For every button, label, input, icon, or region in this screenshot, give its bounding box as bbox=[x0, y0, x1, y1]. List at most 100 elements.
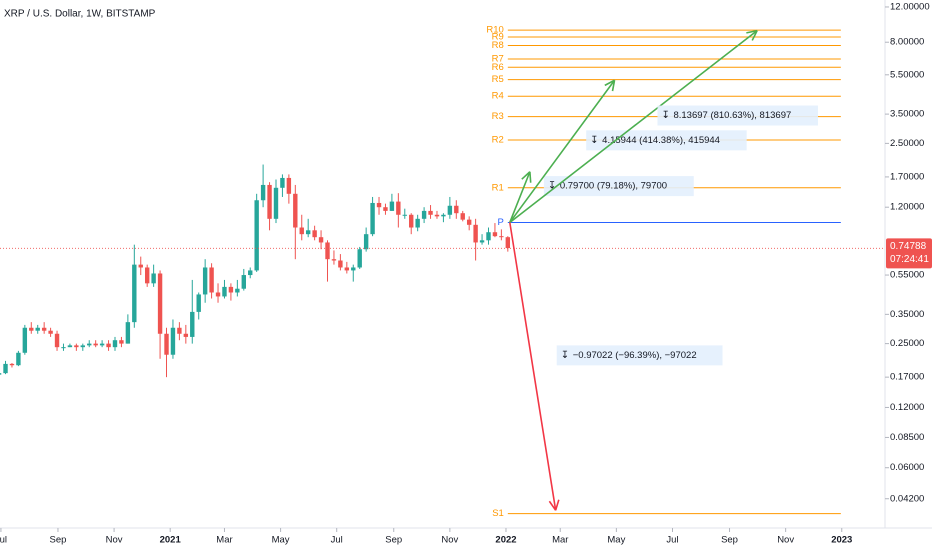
candle-body bbox=[3, 363, 8, 374]
candle-body bbox=[312, 230, 317, 238]
candle-body bbox=[344, 267, 350, 271]
pivot-label: R4 bbox=[492, 91, 504, 102]
pivot-label: R2 bbox=[492, 134, 504, 145]
measure-box bbox=[657, 105, 818, 126]
chart-title: XRP / U.S. Dollar, 1W, BITSTAMP bbox=[4, 9, 156, 20]
candle-body bbox=[157, 273, 163, 334]
arrow-head bbox=[611, 80, 616, 92]
candle-body bbox=[409, 214, 414, 228]
candle-body bbox=[260, 184, 266, 201]
measure-icon: ↧ bbox=[548, 181, 556, 192]
candle-body bbox=[338, 260, 343, 268]
measure-arrow bbox=[509, 79, 616, 223]
candle-body bbox=[22, 327, 28, 353]
measure-icon: ↧ bbox=[590, 135, 598, 146]
candle-body bbox=[80, 345, 85, 348]
candle-body bbox=[396, 201, 401, 215]
measure-arrow bbox=[509, 222, 557, 511]
y-tick-label: 1.70000 bbox=[890, 171, 924, 182]
candle-body bbox=[286, 177, 292, 194]
pivot-label: P bbox=[497, 217, 503, 228]
candle-body bbox=[273, 187, 279, 219]
candle-body bbox=[383, 207, 388, 211]
candle-body bbox=[35, 327, 40, 331]
candle-body bbox=[209, 267, 214, 293]
arrow-head bbox=[521, 171, 531, 180]
candle-body bbox=[54, 333, 60, 348]
x-tick-label: Mar bbox=[552, 535, 568, 546]
measure-box bbox=[543, 176, 694, 197]
candle-body bbox=[67, 345, 73, 348]
candle-body bbox=[305, 230, 311, 235]
measure-label: 0.79700 (79.18%), 79700 bbox=[560, 181, 667, 192]
candle-body bbox=[202, 267, 208, 295]
x-tick-label: Nov bbox=[777, 535, 794, 546]
x-tick-label: Mar bbox=[216, 535, 232, 546]
x-tick-label: Sep bbox=[385, 535, 402, 546]
candle-body bbox=[177, 327, 182, 334]
candle-body bbox=[222, 286, 227, 297]
y-tick-label: 0.12000 bbox=[890, 402, 924, 413]
candle-body bbox=[119, 340, 124, 344]
x-tick-label: 2022 bbox=[495, 535, 516, 546]
y-tick-label: 0.08500 bbox=[890, 432, 924, 443]
measure-box bbox=[586, 130, 747, 151]
measure-box bbox=[556, 345, 723, 366]
y-tick-label: 0.35000 bbox=[890, 309, 924, 320]
candle-body bbox=[473, 224, 478, 243]
candle-body bbox=[164, 333, 169, 355]
arrow-head bbox=[751, 30, 758, 41]
x-tick-label: 2021 bbox=[160, 535, 182, 546]
candle-body bbox=[151, 273, 156, 284]
countdown-label: 07:24:41 bbox=[890, 254, 929, 265]
candle-body bbox=[318, 237, 324, 243]
pivot-label: R8 bbox=[492, 40, 504, 51]
x-tick-label: Nov bbox=[441, 535, 458, 546]
x-tick-label: Nov bbox=[106, 535, 123, 546]
y-tick-label: 0.04200 bbox=[890, 493, 924, 504]
x-tick-label: Sep bbox=[50, 535, 67, 546]
x-tick-label: May bbox=[607, 535, 625, 546]
candle-body bbox=[293, 193, 298, 228]
y-tick-label: 1.20000 bbox=[890, 202, 924, 213]
candle-body bbox=[61, 347, 66, 349]
candle-body bbox=[376, 202, 382, 208]
candle-body bbox=[421, 210, 427, 219]
y-tick-label: 8.00000 bbox=[890, 37, 924, 48]
y-tick-label: 0.06000 bbox=[890, 462, 924, 473]
candle-body bbox=[389, 201, 395, 211]
candle-body bbox=[454, 205, 459, 214]
candle-body bbox=[125, 322, 131, 344]
y-tick-label: 0.25000 bbox=[890, 338, 924, 349]
candle-body bbox=[138, 264, 143, 268]
x-tick-label: Jul bbox=[331, 535, 343, 546]
measure-label: 4.15944 (414.38%), 415944 bbox=[602, 135, 720, 146]
y-tick-label: 3.50000 bbox=[890, 109, 924, 120]
candle-body bbox=[370, 202, 375, 235]
y-tick-label: 2.50000 bbox=[890, 138, 924, 149]
candle-body bbox=[106, 343, 111, 348]
candle-body bbox=[48, 330, 53, 334]
candle-body bbox=[428, 210, 433, 215]
pivot-label: R6 bbox=[492, 62, 504, 73]
candle-body bbox=[267, 184, 272, 219]
candle-body bbox=[357, 249, 362, 268]
x-tick-label: May bbox=[272, 535, 290, 546]
x-tick-label: 2023 bbox=[831, 535, 852, 546]
candle-body bbox=[74, 345, 79, 348]
arrow-head bbox=[548, 500, 557, 511]
candle-body bbox=[351, 267, 356, 271]
current-price-label: 0.74788 bbox=[890, 241, 927, 252]
candle-body bbox=[112, 340, 118, 348]
candle-body bbox=[235, 288, 240, 293]
y-tick-label: 5.50000 bbox=[890, 69, 924, 80]
candle-body bbox=[447, 205, 453, 215]
candle-body bbox=[363, 234, 369, 250]
y-tick-label: 0.55000 bbox=[890, 270, 924, 281]
candle-body bbox=[441, 214, 446, 217]
measure-icon: ↧ bbox=[661, 110, 669, 121]
candle-body bbox=[228, 286, 234, 293]
candle-body bbox=[99, 343, 105, 346]
